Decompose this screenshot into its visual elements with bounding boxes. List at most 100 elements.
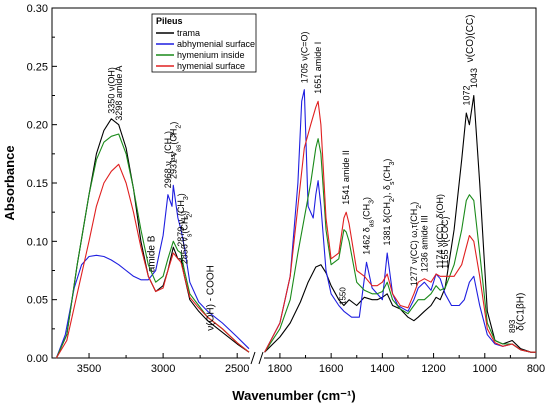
peak-label: 1043 xyxy=(469,68,479,88)
label-text: 1541 amide II xyxy=(341,150,351,205)
peak-label: 1381 δ(CH2), δs(CH3) xyxy=(382,159,396,246)
legend-entry: abhymenial surface xyxy=(177,39,255,49)
label-text: 1381 δ(CH xyxy=(382,202,392,246)
legend-title: Pileus xyxy=(156,16,183,26)
label-text: 1236 amide III xyxy=(419,215,429,272)
x-axis-title: Wavenumber (cm⁻¹) xyxy=(232,388,355,403)
x-tick-label: 1000 xyxy=(473,363,497,375)
x-tick-label: 2500 xyxy=(225,363,249,375)
label-subscript: 3 xyxy=(169,134,176,138)
label-subscript: s xyxy=(183,216,190,220)
peak-label: 893 xyxy=(508,319,517,333)
series-line-hymenium-inside-right xyxy=(264,138,536,353)
y-tick-label: 0.00 xyxy=(27,353,48,365)
label-text: (CH xyxy=(176,200,186,216)
peak-label: 1236 amide III xyxy=(419,215,429,272)
x-tick-label: 1200 xyxy=(421,363,445,375)
series-line-trama-right xyxy=(264,94,536,353)
label-text: ), δ xyxy=(382,185,392,198)
label-subscript: 3 xyxy=(183,196,190,200)
label-subscript: 3 xyxy=(368,200,375,204)
peak-label: 2856 νs(CH2) xyxy=(179,211,193,264)
label-subscript: 3 xyxy=(389,162,396,166)
series-layer xyxy=(55,89,536,359)
peak-label: 1541 amide II xyxy=(341,150,351,205)
x-tick-label: 1400 xyxy=(370,363,394,375)
x-tick-label: 3500 xyxy=(77,363,101,375)
label-text: 1043 xyxy=(469,68,479,88)
label-text: 2856 ν xyxy=(179,237,189,265)
y-tick-label: 0.05 xyxy=(27,295,48,307)
series-line-hymenium-inside-left xyxy=(55,133,250,359)
label-text: 3350 ν(OH) xyxy=(106,67,116,114)
legend-box xyxy=(151,13,257,73)
series-line-hymenial-surface-left xyxy=(55,163,250,359)
peak-label: amide B xyxy=(146,235,157,272)
series-line-abhymenial-surface-left xyxy=(55,184,250,359)
label-text: (CH xyxy=(168,129,178,145)
peak-label: 2968 νas(CH3) xyxy=(163,131,177,188)
label-subscript: 2 xyxy=(186,214,193,218)
y-tick-label: 0.20 xyxy=(27,120,48,132)
label-text: (CH xyxy=(179,218,189,234)
label-subscript: 2 xyxy=(389,198,396,202)
axis-break-mark xyxy=(258,351,264,365)
label-text: 1277 ν(CC) ω,τ(CH xyxy=(409,209,419,287)
x-tick-label: 1800 xyxy=(268,363,292,375)
label-text: amide B xyxy=(146,235,157,272)
peak-label: 1155 ν(COC) xyxy=(440,216,450,268)
legend-entry: trama xyxy=(177,28,200,38)
label-text: (CH xyxy=(382,166,392,182)
label-text: 2968 ν xyxy=(163,161,173,189)
label-subscript: s xyxy=(389,181,396,185)
y-tick-label: 0.10 xyxy=(27,236,48,248)
peak-label: ν(CO)(CC) xyxy=(465,15,476,63)
label-text: (CH xyxy=(362,204,372,220)
label-text: ) xyxy=(362,197,372,200)
label-text: 1155 ν(COC) xyxy=(440,216,450,268)
peak-label: 1550 xyxy=(339,287,348,305)
label-subscript: s xyxy=(186,233,193,237)
peak-label: 1462 δas(CH3) xyxy=(362,197,376,255)
label-text: 3298 amide A xyxy=(114,66,124,121)
label-subscript: as xyxy=(175,144,182,152)
label-text: 1174 ν(CC), δ(OH) xyxy=(435,194,445,269)
peak-label: 1072 xyxy=(461,85,471,105)
peak-label: 1277 ν(CC) ω,τ(CH2) xyxy=(409,202,423,287)
peak-label: 1174 ν(CC), δ(OH) xyxy=(435,194,445,269)
peak-label: 3350 ν(OH) xyxy=(106,67,116,114)
label-text: 1550 xyxy=(339,287,348,305)
axis-break-mark xyxy=(250,351,256,365)
x-tick-label: 3000 xyxy=(151,363,175,375)
label-text: ) xyxy=(163,131,173,134)
y-tick-label: 0.25 xyxy=(27,61,48,73)
label-text: 1705 ν(C=O) xyxy=(299,32,309,84)
y-axis-title: Absorbance xyxy=(2,145,17,220)
label-text: 1651 amide I xyxy=(313,42,323,94)
y-tick-label: 0.30 xyxy=(27,3,48,15)
legend-entry: hymenial surface xyxy=(177,61,245,71)
legend-entry: hymenium inside xyxy=(177,50,245,60)
label-text: 1072 xyxy=(461,85,471,105)
axes: 0.00 0.05 0.10 0.15 0.20 0.25 0.30 3500 3000 2500… xyxy=(27,3,546,375)
label-text: (CH xyxy=(163,138,173,154)
y-tick-label: 0.15 xyxy=(27,178,48,190)
label-text: 2879 ν xyxy=(176,219,186,247)
label-subscript: 2 xyxy=(175,125,182,129)
label-text: ) xyxy=(382,159,392,162)
peak-label: 2931 νas(CH2) xyxy=(168,122,182,179)
label-subscript: as xyxy=(368,219,375,227)
series-line-hymenial-surface-right xyxy=(264,100,536,353)
label-text: 1462 δ xyxy=(362,227,372,255)
label-text: ) xyxy=(409,202,419,205)
label-text: 2931 ν xyxy=(168,151,178,179)
peak-label: δ(C1βH) xyxy=(516,293,527,331)
peak-label: ν(OH) - COOH xyxy=(206,265,217,331)
x-tick-label: 800 xyxy=(527,363,545,375)
label-subscript: as xyxy=(169,153,176,161)
peak-label: 1651 amide I xyxy=(313,42,323,94)
peak-label: 1705 ν(C=O) xyxy=(299,32,309,84)
